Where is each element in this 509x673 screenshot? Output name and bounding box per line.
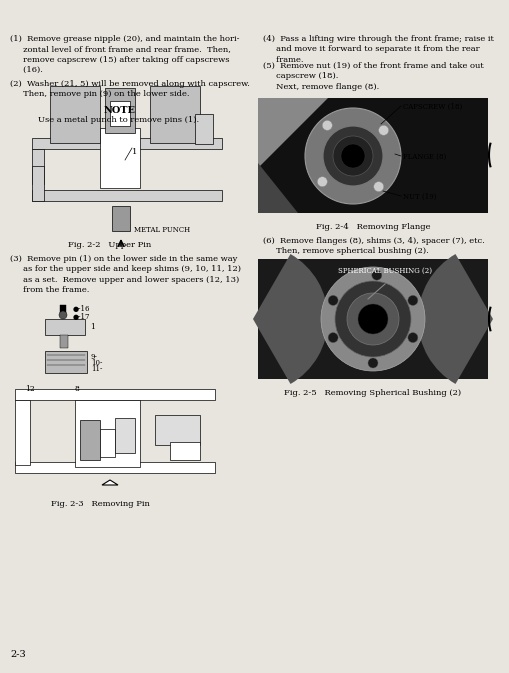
Text: Fig. 2-5   Removing Spherical Bushing (2): Fig. 2-5 Removing Spherical Bushing (2) <box>284 389 461 397</box>
Text: Fig. 2-2   Upper Pin: Fig. 2-2 Upper Pin <box>68 241 151 249</box>
Text: (2)  Washer (21, 5) will be removed along with capscrew.
     Then, remove pin (: (2) Washer (21, 5) will be removed along… <box>10 80 249 98</box>
Bar <box>258 259 487 379</box>
Circle shape <box>59 311 67 319</box>
Bar <box>194 114 213 144</box>
Circle shape <box>320 267 424 371</box>
Text: 11-: 11- <box>91 365 102 373</box>
Wedge shape <box>417 254 492 384</box>
Circle shape <box>327 295 337 306</box>
Text: 9-: 9- <box>91 353 98 361</box>
Circle shape <box>407 295 417 306</box>
Bar <box>15 400 30 465</box>
Bar <box>169 442 200 460</box>
Circle shape <box>407 332 417 343</box>
Bar <box>258 98 487 213</box>
Text: 12: 12 <box>25 385 35 393</box>
Text: ●-16: ●-16 <box>73 305 90 313</box>
Text: 2-3: 2-3 <box>10 650 25 659</box>
Bar <box>100 429 115 457</box>
Bar <box>50 86 100 143</box>
Bar <box>112 206 130 231</box>
Circle shape <box>357 304 387 334</box>
Text: (5)  Remove nut (19) of the front frame and take out
     capscrew (18).
     Ne: (5) Remove nut (19) of the front frame a… <box>263 62 483 91</box>
Text: Use a metal punch to remove pins (1).: Use a metal punch to remove pins (1). <box>38 116 199 124</box>
Bar <box>32 190 221 201</box>
Bar <box>45 351 87 373</box>
Text: Fig. 2-3   Removing Pin: Fig. 2-3 Removing Pin <box>50 500 149 508</box>
Bar <box>45 319 85 335</box>
Text: (4)  Pass a lifting wire through the front frame; raise it
     and move it forw: (4) Pass a lifting wire through the fron… <box>263 35 493 64</box>
Circle shape <box>322 126 382 186</box>
Text: (3)  Remove pin (1) on the lower side in the same way
     as for the upper side: (3) Remove pin (1) on the lower side in … <box>10 255 241 294</box>
Bar <box>60 305 66 313</box>
Bar <box>80 420 100 460</box>
Text: 8: 8 <box>75 385 80 393</box>
Wedge shape <box>252 254 327 384</box>
Circle shape <box>327 332 337 343</box>
Circle shape <box>304 108 400 204</box>
Text: NOTE: NOTE <box>104 106 136 115</box>
Bar <box>100 128 140 188</box>
Circle shape <box>378 125 388 135</box>
Circle shape <box>346 293 398 345</box>
Text: 1: 1 <box>90 323 95 331</box>
Text: (1)  Remove grease nipple (20), and maintain the hori-
     zontal level of fron: (1) Remove grease nipple (20), and maint… <box>10 35 239 74</box>
Bar <box>105 88 135 133</box>
Polygon shape <box>258 98 327 168</box>
Text: (6)  Remove flanges (8), shims (3, 4), spacer (7), etc.
     Then, remove spheri: (6) Remove flanges (8), shims (3, 4), sp… <box>263 237 484 255</box>
Bar <box>32 166 44 201</box>
Text: ●-17: ●-17 <box>73 313 90 321</box>
Circle shape <box>332 136 372 176</box>
Text: SPHERICAL BUSHING (2): SPHERICAL BUSHING (2) <box>337 267 431 275</box>
Bar <box>32 149 44 184</box>
Bar <box>115 418 135 453</box>
Circle shape <box>371 270 381 280</box>
Bar <box>150 86 200 143</box>
Bar <box>110 101 130 126</box>
Circle shape <box>367 358 377 368</box>
Polygon shape <box>102 480 118 485</box>
Text: 1: 1 <box>132 148 137 156</box>
Bar <box>60 335 68 348</box>
Bar <box>32 138 221 149</box>
Circle shape <box>341 144 364 168</box>
Text: 10-: 10- <box>91 359 102 367</box>
Bar <box>15 462 215 473</box>
Circle shape <box>322 120 332 131</box>
Text: Fig. 2-4   Removing Flange: Fig. 2-4 Removing Flange <box>315 223 430 231</box>
Text: FLANGE (8): FLANGE (8) <box>402 153 445 161</box>
Bar <box>75 400 140 467</box>
Circle shape <box>317 177 327 186</box>
Bar <box>15 389 215 400</box>
Bar <box>155 415 200 445</box>
Circle shape <box>373 182 383 192</box>
Circle shape <box>334 281 410 357</box>
Text: METAL PUNCH: METAL PUNCH <box>134 226 190 234</box>
Polygon shape <box>258 163 297 213</box>
Text: NUT (19): NUT (19) <box>402 193 436 201</box>
Text: CAPSCREW (18): CAPSCREW (18) <box>402 103 461 111</box>
